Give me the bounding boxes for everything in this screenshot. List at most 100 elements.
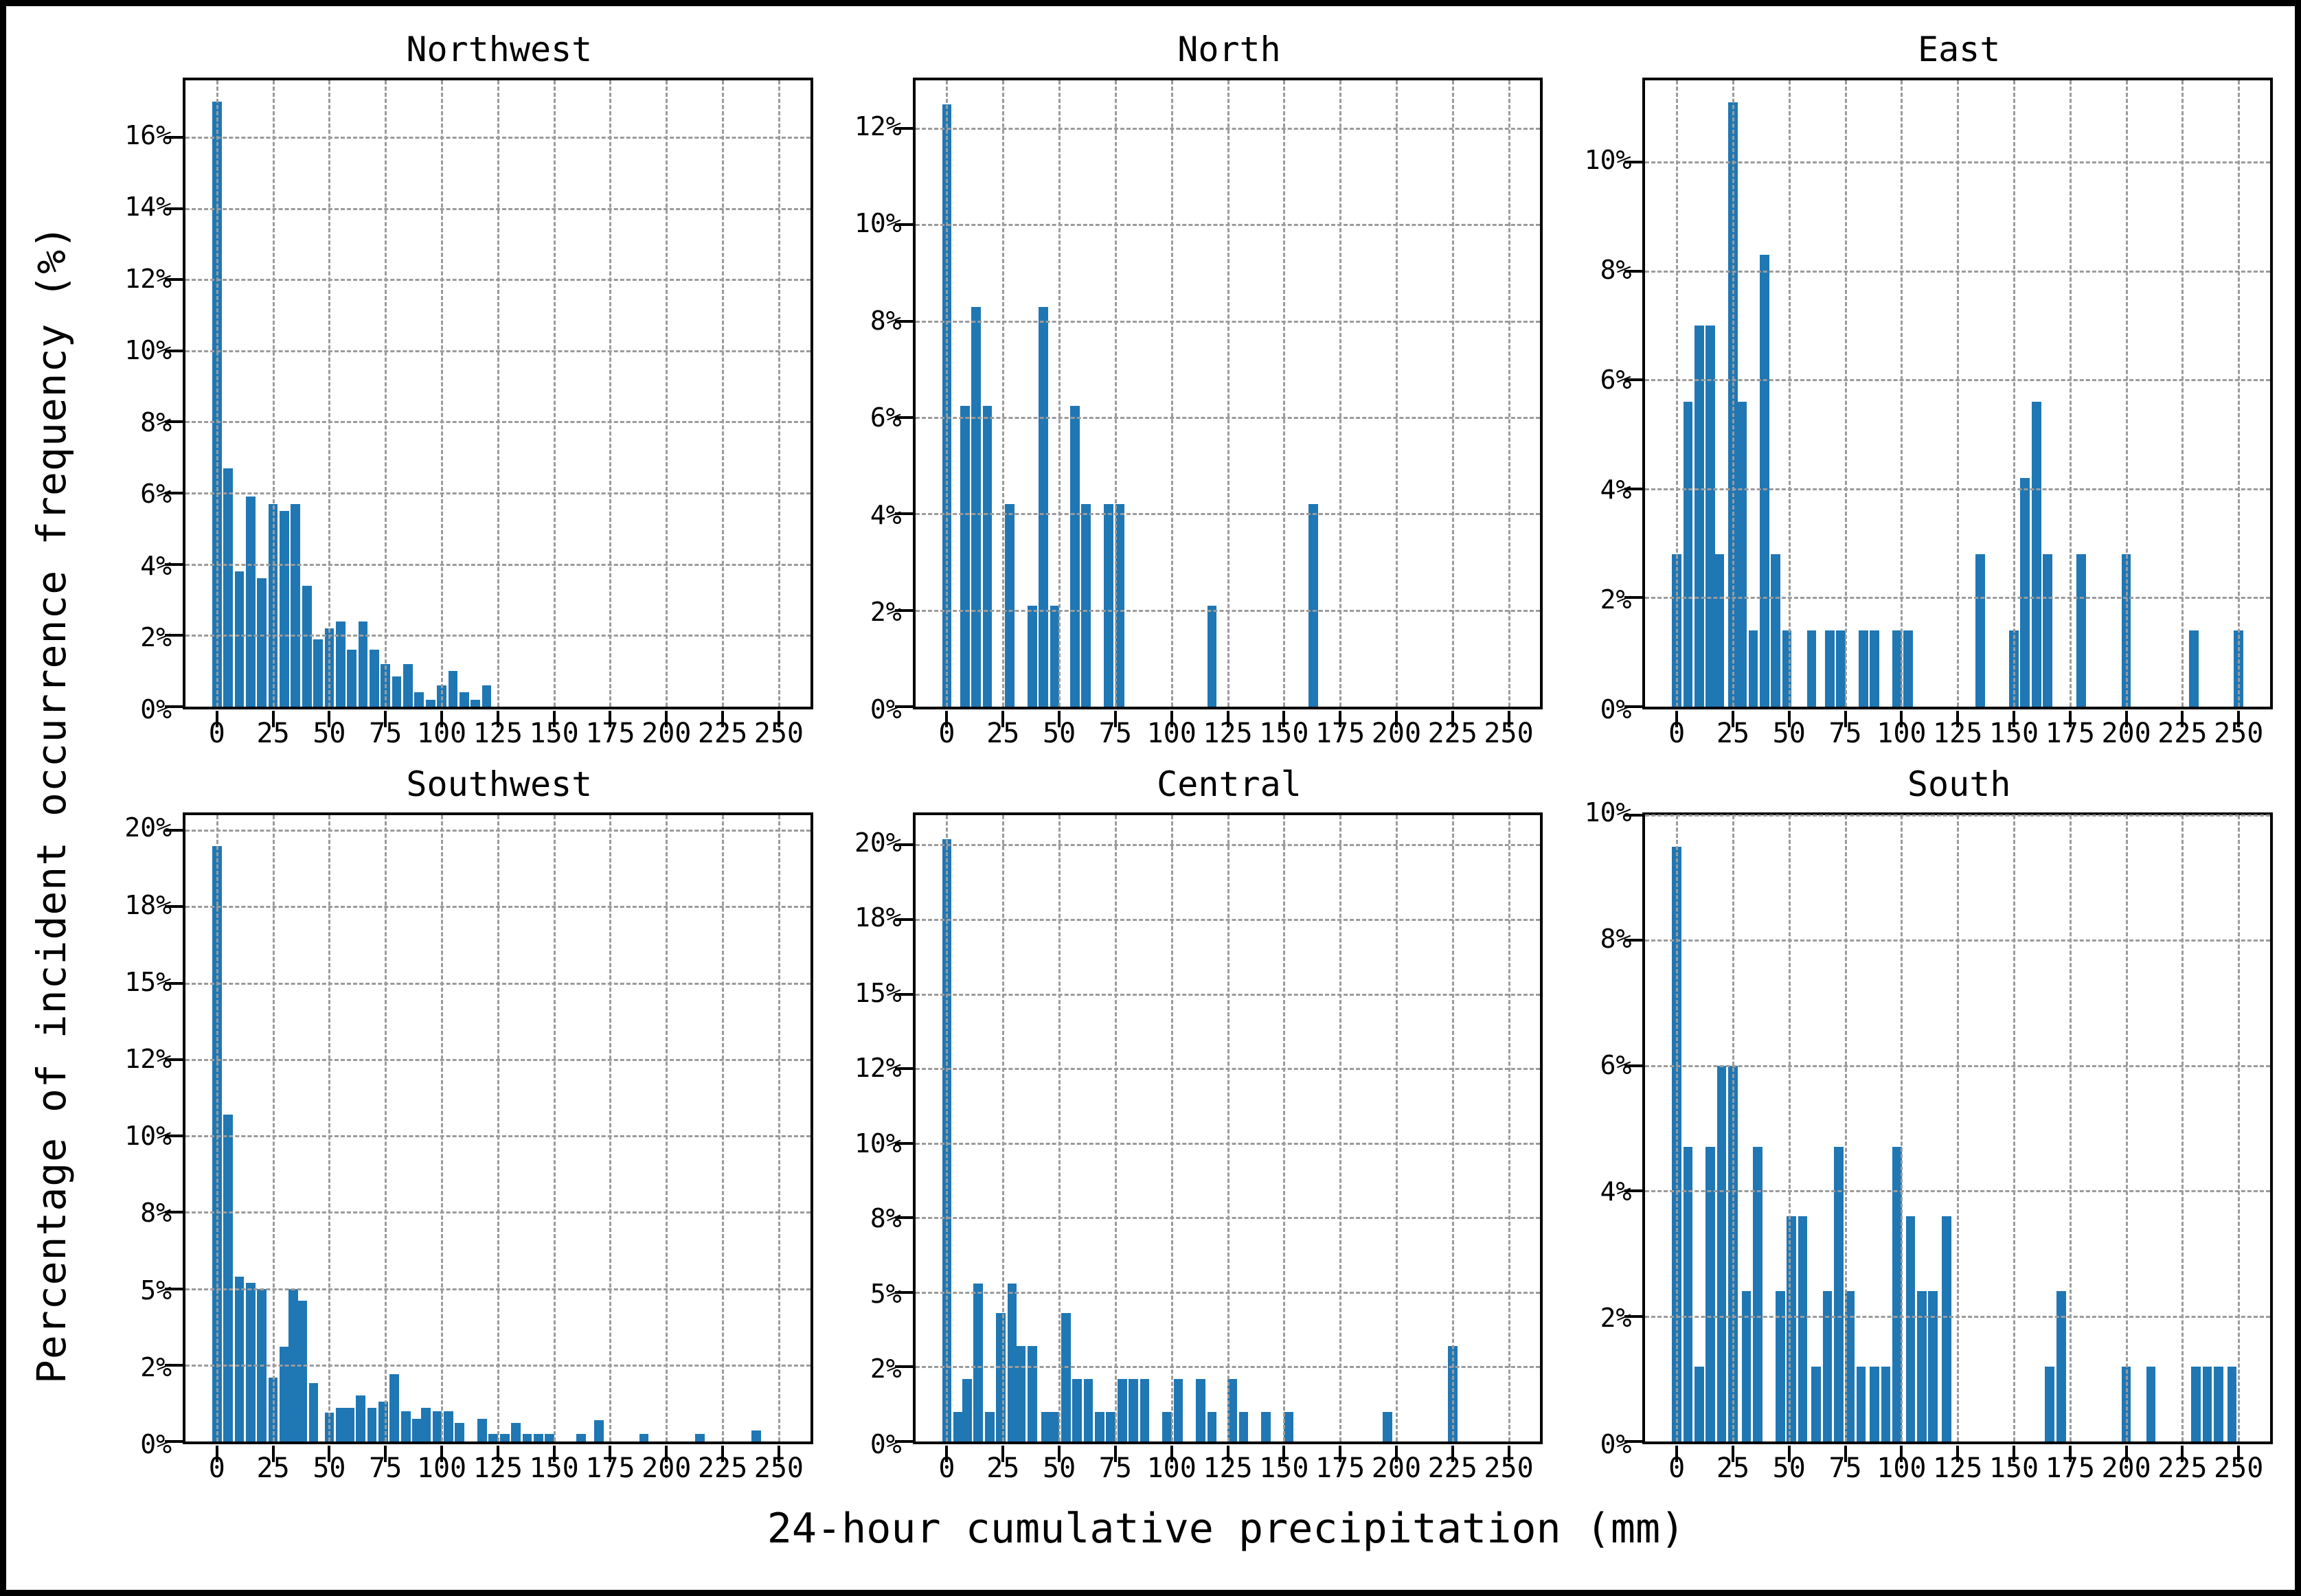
x-gridline [328, 80, 331, 707]
shared-y-axis-label-column: Percentage of incident occurrence freque… [13, 24, 90, 1584]
x-gridline [2013, 80, 2015, 707]
histogram-bar [335, 1408, 345, 1441]
histogram-bar [2213, 1366, 2223, 1441]
x-tick-mark [777, 1446, 780, 1462]
panel-title: Northwest [406, 30, 593, 69]
panel-central: Central 0% 2% 5% 8% 10% 12% 15% 18% 20% 0 25 50 75 100… [820, 759, 1550, 1494]
x-tick-label: 25 [256, 1452, 290, 1484]
histogram-bar [2076, 554, 2086, 707]
x-tick-label: 125 [473, 1452, 523, 1484]
histogram-bar [1771, 554, 1780, 707]
histogram-bar [1836, 630, 1846, 707]
y-tick-mark [1624, 1064, 1643, 1067]
y-tick-mark [1624, 160, 1643, 163]
histogram-bar [1039, 306, 1049, 707]
y-tick-mark [165, 705, 183, 708]
histogram-bar [2227, 1366, 2237, 1441]
x-gridline [1788, 80, 1791, 707]
panel-body: 0% 2% 5% 8% 10% 12% 15% 18% 20% [827, 812, 1543, 1462]
histogram-bar [1027, 605, 1037, 707]
y-axis-tick-labels: 0% 2% 4% 6% 8% 10% 12% 14% 16% [97, 78, 183, 725]
x-gridline [1395, 80, 1398, 707]
histogram-bar [392, 676, 402, 707]
x-gridline [1283, 815, 1286, 1441]
histogram-bar [1308, 504, 1318, 707]
x-tick-label: 225 [697, 1452, 748, 1484]
x-tick-label: 100 [1146, 1452, 1197, 1484]
panel-title: South [1907, 764, 2011, 804]
x-gridline [1002, 80, 1005, 707]
y-tick-label: 2% [870, 1354, 902, 1384]
x-tick-mark [1787, 711, 1791, 727]
x-axis-tick-labels-row: 0 25 50 75 100 125 150 175 200 225 250 [827, 709, 1543, 759]
histogram-bar [1140, 1378, 1150, 1441]
y-tick-label: 14% [124, 192, 172, 223]
x-tick-labels: 0 25 50 75 100 125 150 175 200 225 250 [1645, 1444, 2270, 1494]
x-tick-label: 0 [938, 718, 955, 749]
y-tick-mark [165, 207, 183, 210]
shared-y-axis-label: Percentage of incident occurrence freque… [28, 224, 75, 1384]
x-gridline [1002, 815, 1005, 1441]
y-tick-mark [1624, 1189, 1643, 1193]
histogram-bar [280, 511, 289, 707]
panel-southwest: Southwest 0% 2% 5% 8% 10% 12% 15% 18% 20% 0 25 50 75 1… [90, 759, 820, 1494]
panel-title: North [1177, 30, 1281, 69]
x-tick-label: 50 [1772, 1452, 1806, 1484]
x-tick-mark [609, 1446, 612, 1462]
y-axis-tick-labels: 0% 2% 4% 6% 8% 10% [1556, 797, 1642, 1459]
histogram-bar [1716, 1065, 1727, 1441]
x-tick-label: 150 [529, 718, 579, 749]
x-tick-mark [1001, 711, 1005, 727]
x-tick-mark [1900, 1446, 1903, 1462]
x-gridline [385, 815, 387, 1441]
histogram-bar [1737, 401, 1747, 707]
x-gridline [609, 815, 612, 1441]
x-gridline [1957, 815, 1960, 1441]
x-tick-label: 175 [585, 718, 635, 749]
y-tick-mark [894, 319, 913, 323]
y-axis-tick-labels: 0% 2% 4% 6% 8% 10% [1556, 78, 1642, 725]
histogram-bar [1881, 1366, 1891, 1441]
histogram-bar [751, 1430, 761, 1441]
y-gridline [1645, 814, 2271, 817]
x-tick-mark [1507, 711, 1510, 727]
x-tick-mark [2181, 1446, 2184, 1462]
histogram-bar [347, 650, 356, 707]
x-gridline [497, 815, 499, 1441]
panel-northwest: Northwest 0% 2% 4% 6% 8% 10% 12% 14% 16% 0 25 50 75 10… [90, 24, 820, 759]
y-gridline [915, 1068, 1541, 1071]
panel-body: 0% 2% 5% 8% 10% 12% 15% 18% 20% [97, 812, 813, 1462]
histogram-bar [488, 1433, 499, 1441]
y-gridline [185, 1288, 811, 1290]
y-tick-mark [894, 127, 913, 130]
histogram-bar [1382, 1411, 1392, 1441]
histogram-bar [1070, 405, 1080, 707]
y-gridline [185, 1364, 811, 1367]
x-gridline [1114, 80, 1117, 707]
x-tick-mark [1058, 1446, 1061, 1462]
y-tick-label: 15% [854, 977, 902, 1008]
y-tick-mark [894, 1141, 913, 1145]
histogram-bar [1683, 401, 1693, 707]
x-tick-label: 125 [1933, 718, 1983, 749]
y-tick-mark [165, 905, 183, 909]
x-tick-mark [945, 1446, 949, 1462]
histogram-bar [425, 699, 435, 707]
x-gridline [666, 80, 668, 707]
x-tick-mark [328, 1446, 331, 1462]
y-tick-mark [165, 1135, 183, 1138]
x-gridline [722, 80, 725, 707]
histogram-bar [1007, 1283, 1017, 1441]
y-tick-label: 2% [140, 622, 172, 653]
y-gridline [915, 993, 1541, 996]
histogram-bar [545, 1433, 554, 1441]
x-tick-label: 250 [2214, 718, 2264, 749]
x-tick-label: 150 [1988, 718, 2039, 749]
x-tick-label: 200 [1371, 718, 1422, 749]
y-tick-label: 15% [124, 966, 172, 997]
x-gridline [2125, 815, 2128, 1441]
histogram-bar [1081, 504, 1091, 707]
y-tick-mark [165, 829, 183, 832]
x-gridline [946, 80, 949, 707]
